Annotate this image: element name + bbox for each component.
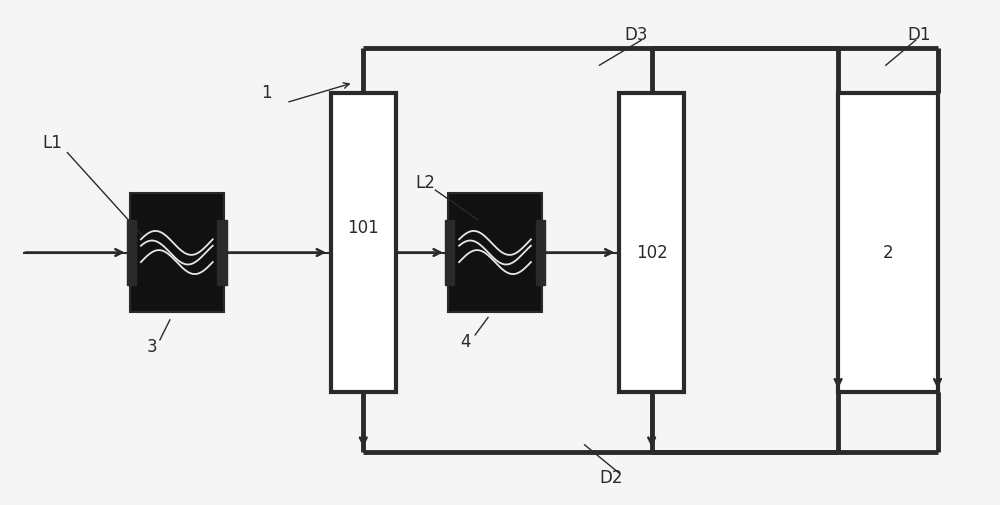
Text: L1: L1 bbox=[43, 134, 62, 152]
Text: 4: 4 bbox=[460, 333, 471, 351]
Bar bbox=[448, 192, 542, 313]
Bar bbox=[331, 93, 396, 392]
Text: L2: L2 bbox=[415, 174, 435, 191]
Bar bbox=[838, 93, 938, 392]
Bar bbox=[217, 220, 227, 285]
Text: D2: D2 bbox=[599, 469, 623, 487]
Bar bbox=[127, 220, 136, 285]
Bar bbox=[445, 220, 454, 285]
Text: 102: 102 bbox=[636, 243, 668, 262]
Text: 2: 2 bbox=[883, 243, 893, 262]
Text: D1: D1 bbox=[908, 26, 931, 44]
Text: D3: D3 bbox=[624, 26, 648, 44]
Bar bbox=[536, 220, 545, 285]
Text: 101: 101 bbox=[347, 219, 379, 236]
Bar bbox=[130, 192, 224, 313]
Bar bbox=[619, 93, 684, 392]
Text: 3: 3 bbox=[147, 338, 158, 357]
Text: 1: 1 bbox=[261, 84, 272, 102]
